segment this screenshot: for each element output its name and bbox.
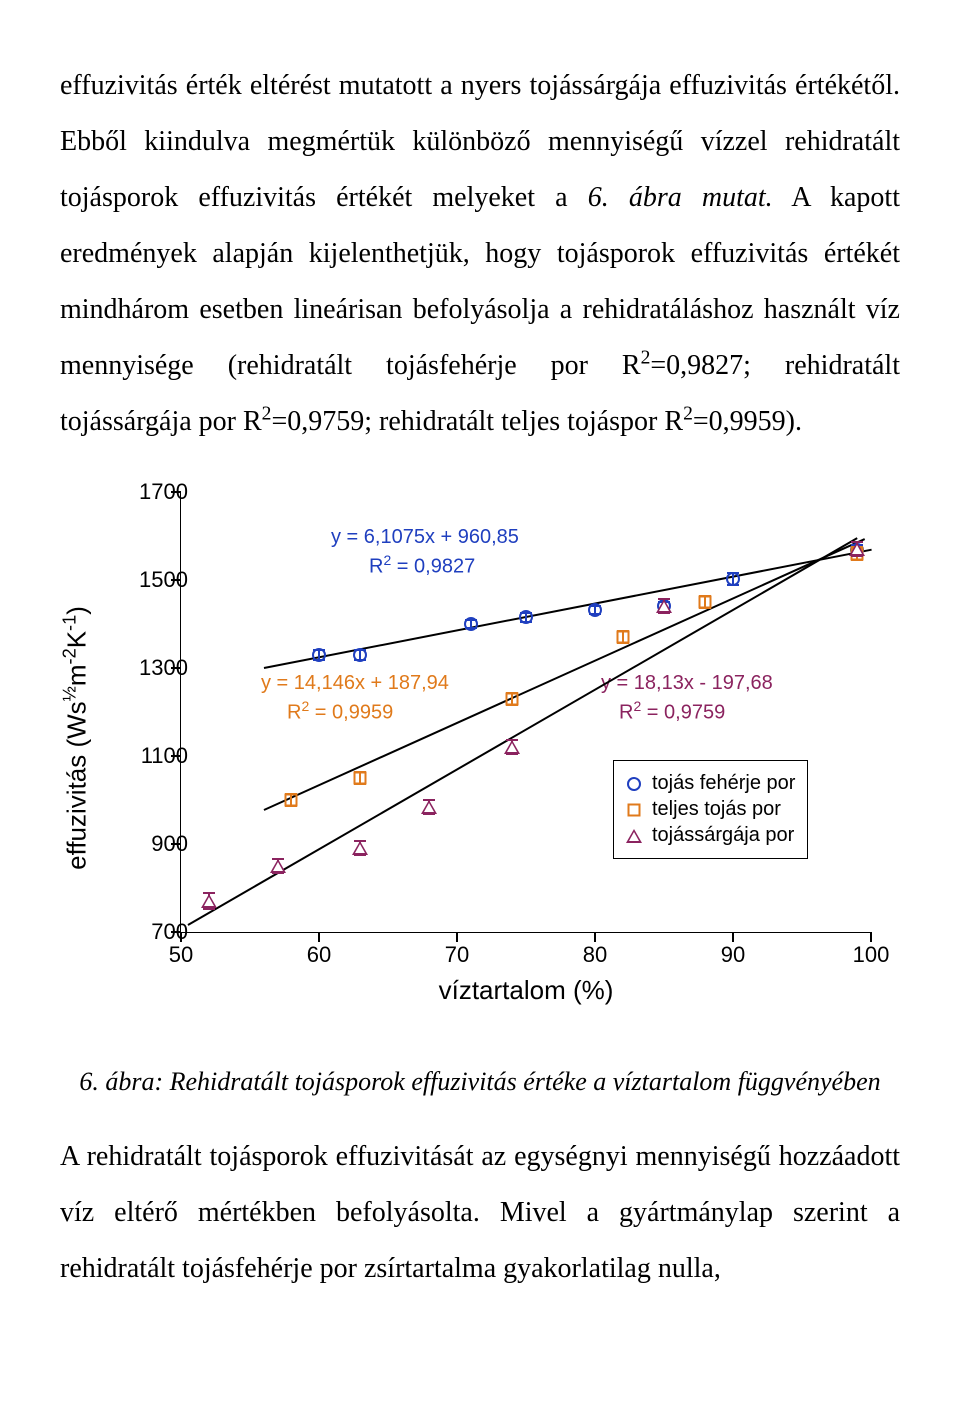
sup-2-2: 2 [262,404,272,425]
chart-legend: tojás fehérje por teljes tojás por tojás… [613,760,808,859]
paragraph-1: effuzivitás érték eltérést mutatott a ny… [60,58,900,450]
para1-e: =0,9759; rehidratált teljes tojáspor R [271,406,683,437]
x-tick-label: 90 [721,942,745,968]
figure-caption: 6. ábra: Rehidratált tojásporok effuzivi… [60,1062,900,1101]
marker-square [285,794,298,807]
marker-triangle [270,859,286,873]
x-tick-label: 50 [169,942,193,968]
paragraph-2: A rehidratált tojásporok effuzivitását a… [60,1129,900,1297]
para1-f: =0,9959). [693,406,802,437]
marker-triangle [504,740,520,754]
y-tick-label: 700 [118,919,188,945]
marker-triangle [656,599,672,613]
eq3-line2: R2 = 0,9759 [601,697,773,727]
y-tick-label: 1700 [118,479,188,505]
y-axis-title: effuzivitás (Ws½m-2K-1) [60,606,93,870]
marker-circle [353,648,367,662]
eq1-line2: R2 = 0,9827 [331,551,519,581]
x-axis-title: víztartalom (%) [439,975,614,1006]
y-tick-label: 900 [118,831,188,857]
x-tick-label: 80 [583,942,607,968]
eq1-line1: y = 6,1075x + 960,85 [331,526,519,548]
marker-circle [726,572,740,586]
x-tick-label: 100 [853,942,890,968]
chart-container: y = 6,1075x + 960,85 R2 = 0,9827 y = 14,… [70,478,890,998]
x-tick-label: 70 [445,942,469,968]
x-tick [456,932,458,942]
legend-circle-icon [626,776,642,792]
marker-square [616,631,629,644]
eq2-line2: R2 = 0,9959 [261,697,449,727]
trend-line [187,537,857,926]
marker-circle [519,610,533,624]
legend-label-3: tojássárgája por [652,824,794,847]
legend-row-circle: tojás fehérje por [626,772,795,795]
marker-circle [588,603,602,617]
legend-square-icon [626,802,642,818]
legend-row-triangle: tojássárgája por [626,824,795,847]
marker-triangle [352,841,368,855]
legend-label-1: tojás fehérje por [652,772,795,795]
marker-circle [312,648,326,662]
eq3-line1: y = 18,13x - 197,68 [601,672,773,694]
legend-row-square: teljes tojás por [626,798,795,821]
page: effuzivitás érték eltérést mutatott a ny… [0,0,960,1365]
para1-b: 6. ábra mutat. [588,182,773,213]
x-tick [318,932,320,942]
x-tick [732,932,734,942]
sup-2-3: 2 [683,404,693,425]
x-tick-label: 60 [307,942,331,968]
marker-square [506,692,519,705]
equation-label-1: y = 6,1075x + 960,85 R2 = 0,9827 [331,524,519,581]
marker-triangle [849,542,865,556]
effusivity-chart: y = 6,1075x + 960,85 R2 = 0,9827 y = 14,… [70,478,890,998]
legend-label-2: teljes tojás por [652,798,781,821]
x-tick [594,932,596,942]
marker-triangle [421,800,437,814]
marker-triangle [201,894,217,908]
y-tick-label: 1500 [118,567,188,593]
legend-triangle-icon [626,828,642,844]
eq2-line1: y = 14,146x + 187,94 [261,672,449,694]
x-tick [870,932,872,942]
equation-label-3: y = 18,13x - 197,68 R2 = 0,9759 [601,670,773,727]
sup-2-1: 2 [641,348,651,369]
marker-circle [464,617,478,631]
marker-square [699,596,712,609]
equation-label-2: y = 14,146x + 187,94 R2 = 0,9959 [261,670,449,727]
marker-square [354,772,367,785]
y-tick-label: 1300 [118,655,188,681]
plot-area: y = 6,1075x + 960,85 R2 = 0,9827 y = 14,… [180,492,871,933]
y-tick-label: 1100 [118,743,188,769]
